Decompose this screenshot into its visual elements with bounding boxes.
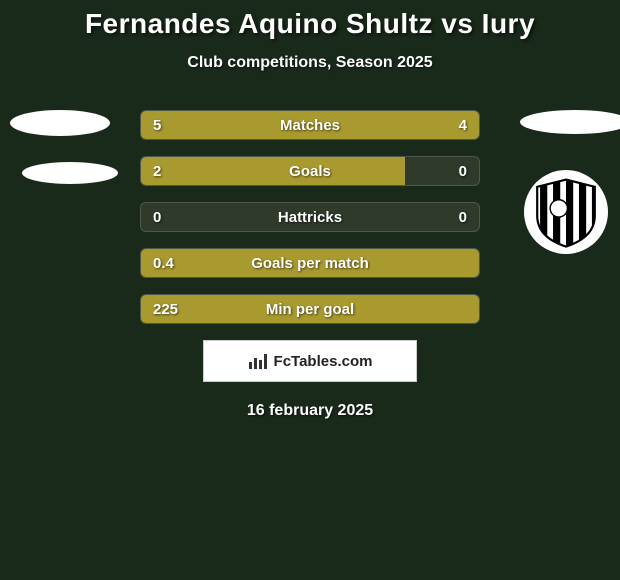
shield-stripes-icon xyxy=(530,176,602,248)
stat-value-right: 0 xyxy=(459,203,467,231)
stat-bars: 5Matches42Goals00Hattricks00.4Goals per … xyxy=(140,110,480,324)
stat-value-right: 4 xyxy=(459,111,467,139)
player-avatar-left xyxy=(10,110,110,136)
stat-row: 2Goals0 xyxy=(140,156,480,186)
date-label: 16 february 2025 xyxy=(0,402,620,420)
stat-label: Min per goal xyxy=(141,295,479,323)
stat-row: 5Matches4 xyxy=(140,110,480,140)
club-badge-right xyxy=(524,170,608,254)
stat-row: 0.4Goals per match xyxy=(140,248,480,278)
player-avatar-right xyxy=(520,110,620,134)
subtitle: Club competitions, Season 2025 xyxy=(0,54,620,72)
stats-area: 5Matches42Goals00Hattricks00.4Goals per … xyxy=(0,110,620,324)
stat-value-right: 0 xyxy=(459,157,467,185)
stat-label: Matches xyxy=(141,111,479,139)
attribution-badge: FcTables.com xyxy=(203,340,417,382)
bar-chart-icon xyxy=(248,352,270,370)
page-title: Fernandes Aquino Shultz vs Iury xyxy=(0,8,620,40)
stat-row: 0Hattricks0 xyxy=(140,202,480,232)
stat-row: 225Min per goal xyxy=(140,294,480,324)
stat-label: Goals xyxy=(141,157,479,185)
stat-label: Goals per match xyxy=(141,249,479,277)
attribution-text: FcTables.com xyxy=(274,353,373,370)
club-badge-left xyxy=(22,162,118,184)
stat-label: Hattricks xyxy=(141,203,479,231)
